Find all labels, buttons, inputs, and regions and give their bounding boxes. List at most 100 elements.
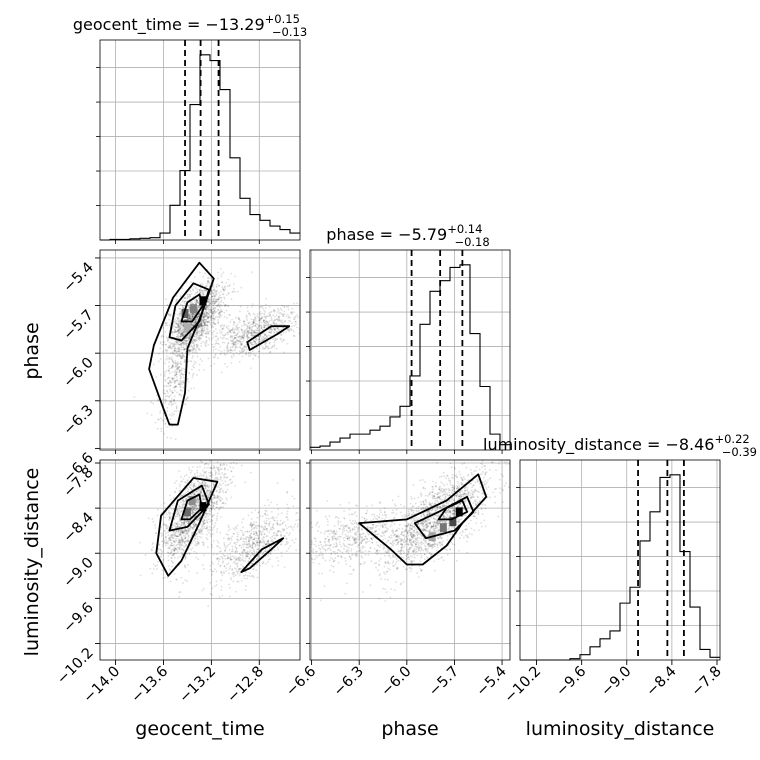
sample-point (206, 520, 208, 523)
sample-point (211, 298, 214, 301)
sample-point (176, 347, 179, 350)
sample-point (166, 576, 169, 579)
sample-point (216, 298, 219, 301)
sample-point (172, 331, 174, 333)
sample-point (207, 515, 210, 518)
sample-point (203, 315, 206, 318)
sample-point (241, 554, 244, 557)
sample-point (245, 328, 248, 330)
sample-point (263, 522, 266, 525)
sample-point (164, 321, 167, 324)
sample-point (211, 291, 214, 294)
sample-point (218, 291, 220, 294)
sample-point (184, 319, 186, 321)
sample-point (216, 495, 219, 497)
sample-point (264, 548, 267, 551)
sample-point (165, 324, 167, 327)
sample-point (180, 369, 182, 372)
sample-point (240, 559, 243, 561)
sample-point (169, 357, 171, 360)
sample-point (159, 342, 162, 345)
sample-point (212, 321, 215, 324)
sample-point (179, 532, 182, 534)
sample-point (212, 304, 215, 307)
sample-point (191, 511, 194, 514)
sample-point (198, 332, 200, 335)
sample-point (191, 345, 193, 348)
sample-point (229, 348, 232, 351)
sample-point (234, 574, 237, 577)
sample-point (175, 391, 178, 394)
sample-point (207, 320, 209, 323)
sample-point (159, 409, 162, 412)
sample-point (179, 327, 182, 330)
sample-point (180, 323, 183, 326)
sample-point (188, 335, 191, 337)
sample-point (220, 550, 223, 553)
sample-point (283, 310, 286, 313)
sample-point (252, 358, 255, 361)
sample-point (281, 522, 284, 525)
sample-point (184, 528, 186, 531)
sample-point (163, 502, 166, 505)
sample-point (199, 324, 202, 327)
sample-point (233, 321, 236, 324)
sample-point (174, 491, 177, 494)
sample-point (191, 324, 193, 327)
sample-point (177, 556, 180, 559)
sample-point (242, 340, 244, 343)
sample-point (167, 337, 170, 340)
sample-point (178, 370, 181, 373)
sample-point (180, 394, 183, 397)
pair-panel-geocent_time-luminosity_distance (99, 459, 301, 661)
sample-point (266, 561, 269, 564)
sample-point (262, 536, 265, 539)
sample-point (219, 558, 221, 561)
sample-point (251, 303, 254, 306)
sample-point (177, 323, 180, 326)
sample-point (210, 277, 212, 280)
sample-point (209, 298, 212, 301)
sample-point (280, 535, 282, 537)
sample-point (199, 305, 202, 307)
sample-point (229, 565, 232, 567)
sample-point (214, 300, 216, 302)
sample-point (218, 506, 221, 509)
sample-point (281, 319, 283, 322)
sample-point (179, 328, 182, 331)
sample-point (204, 314, 207, 317)
sample-point (246, 543, 248, 546)
sample-point (217, 338, 220, 341)
sample-point (184, 558, 187, 560)
sample-point (183, 371, 186, 373)
sample-point (236, 531, 239, 534)
sample-point (209, 317, 212, 320)
sample-point (207, 492, 209, 495)
sample-point (259, 530, 262, 533)
sample-point (213, 514, 216, 516)
sample-point (201, 290, 204, 293)
sample-point (193, 321, 196, 324)
sample-point (211, 561, 213, 564)
sample-point (179, 340, 182, 343)
sample-point (176, 316, 179, 319)
sample-point (203, 322, 206, 325)
sample-point (209, 528, 212, 531)
sample-point (219, 353, 222, 355)
sample-point (179, 319, 182, 321)
sample-point (185, 336, 188, 339)
sample-point (171, 327, 174, 329)
sample-point (205, 321, 207, 324)
sample-point (179, 330, 182, 332)
sample-point (227, 537, 230, 539)
sample-point (192, 323, 195, 326)
sample-point (205, 533, 208, 536)
sample-point (257, 329, 260, 332)
sample-point (190, 313, 193, 315)
sample-point (186, 520, 189, 522)
sample-point (162, 327, 165, 329)
sample-point (229, 466, 232, 469)
sample-point (229, 559, 232, 561)
sample-point (197, 504, 200, 507)
sample-point (228, 549, 231, 551)
